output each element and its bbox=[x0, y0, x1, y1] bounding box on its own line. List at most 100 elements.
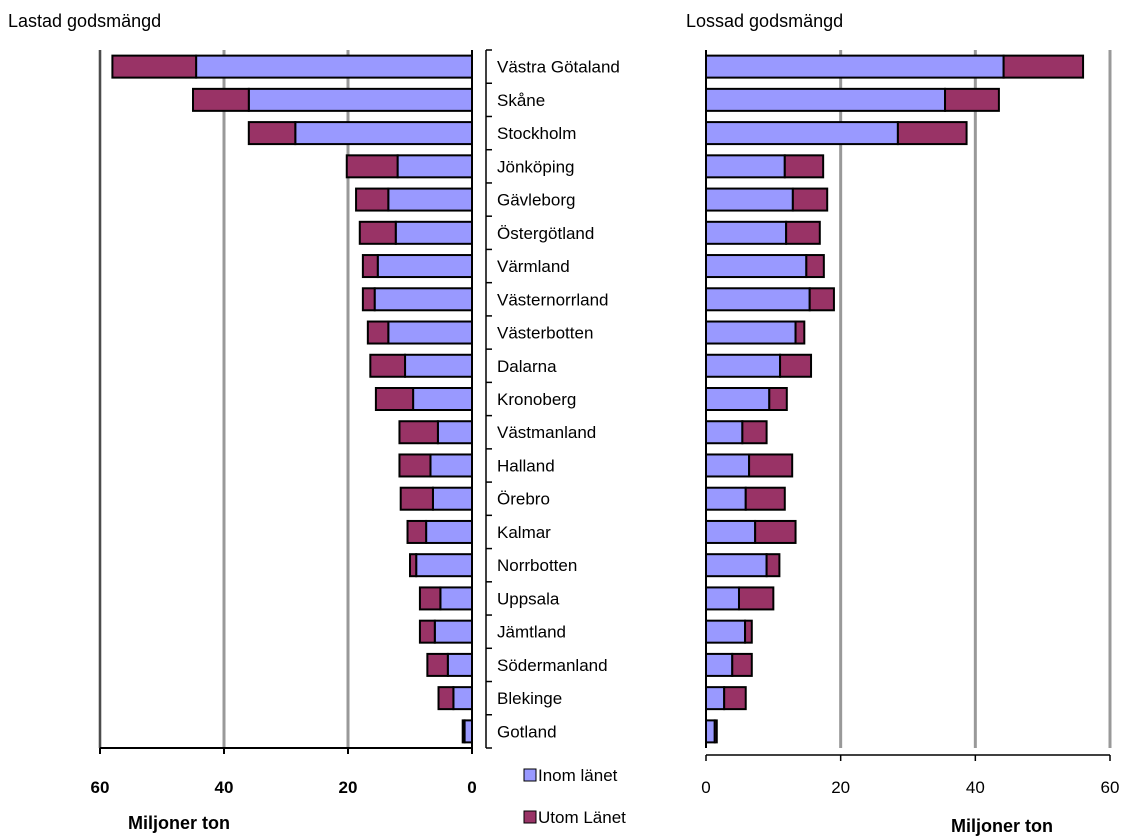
left-bar-inom bbox=[373, 287, 473, 312]
right-bar-inom bbox=[705, 121, 899, 146]
unloaded-goods-chart: Lossad godsmängd 0 20 40 60 Miljoner ton bbox=[686, 11, 1119, 836]
right-bar-utom bbox=[744, 486, 786, 511]
right-x-axis: 0 20 40 60 bbox=[701, 754, 1120, 797]
right-bar-inom bbox=[705, 586, 740, 611]
right-bar-utom bbox=[754, 519, 797, 544]
left-bar-utom bbox=[398, 420, 439, 445]
left-bars bbox=[111, 54, 474, 744]
left-bar-inom bbox=[376, 254, 474, 279]
left-x-tick-label: 0 bbox=[467, 778, 476, 797]
right-bar-utom bbox=[744, 619, 753, 644]
right-bar-utom bbox=[779, 353, 813, 378]
left-x-tick-label: 20 bbox=[339, 778, 358, 797]
right-bar-inom bbox=[705, 353, 782, 378]
left-bar-utom bbox=[399, 486, 434, 511]
right-bar-inom bbox=[705, 87, 947, 112]
left-bar-utom bbox=[437, 686, 455, 711]
left-bar-utom bbox=[426, 652, 449, 677]
right-bar-inom bbox=[705, 54, 1005, 79]
left-bar-inom bbox=[396, 154, 474, 179]
left-bar-utom bbox=[409, 553, 418, 578]
category-label: Kronoberg bbox=[497, 390, 576, 409]
legend-label-inom: Inom länet bbox=[538, 766, 618, 785]
right-bars bbox=[705, 54, 1085, 744]
right-bar-inom bbox=[705, 719, 716, 744]
left-bar-inom bbox=[433, 619, 473, 644]
legend-swatch-inom bbox=[523, 768, 537, 782]
left-chart-title: Lastad godsmängd bbox=[8, 11, 161, 31]
category-label: Norrbotten bbox=[497, 556, 577, 575]
right-bar-utom bbox=[765, 553, 781, 578]
category-label: Skåne bbox=[497, 91, 545, 110]
left-bar-utom bbox=[358, 220, 397, 245]
left-bar-utom bbox=[406, 519, 428, 544]
right-x-tick-label: 20 bbox=[831, 778, 850, 797]
right-bar-inom bbox=[705, 553, 768, 578]
left-bar-inom bbox=[436, 420, 473, 445]
left-bar-utom bbox=[398, 453, 432, 478]
right-bar-inom bbox=[705, 287, 811, 312]
left-bar-utom bbox=[366, 320, 390, 345]
right-grid bbox=[839, 50, 1112, 748]
left-bar-utom bbox=[418, 586, 442, 611]
left-bar-utom bbox=[418, 619, 436, 644]
right-bar-inom bbox=[705, 220, 788, 245]
category-label: Södermanland bbox=[497, 656, 608, 675]
right-bar-inom bbox=[705, 686, 726, 711]
left-bar-utom bbox=[192, 87, 250, 112]
right-bar-utom bbox=[794, 320, 806, 345]
left-x-axis-label: Miljoner ton bbox=[128, 813, 230, 833]
left-bar-inom bbox=[247, 87, 473, 112]
right-bar-utom bbox=[741, 420, 768, 445]
left-bar-inom bbox=[404, 353, 474, 378]
left-bar-inom bbox=[195, 54, 473, 79]
right-x-tick-label: 40 bbox=[966, 778, 985, 797]
right-x-tick-label: 0 bbox=[701, 778, 710, 797]
category-label: Örebro bbox=[497, 490, 550, 509]
right-bar-utom bbox=[783, 154, 825, 179]
left-bar-utom bbox=[461, 719, 466, 744]
right-x-tick-label: 60 bbox=[1101, 778, 1120, 797]
right-bar-utom bbox=[896, 121, 968, 146]
left-bar-utom bbox=[369, 353, 407, 378]
left-bar-inom bbox=[429, 453, 473, 478]
category-label: Gotland bbox=[497, 722, 557, 741]
right-bar-inom bbox=[705, 387, 771, 411]
right-bar-utom bbox=[723, 686, 747, 711]
right-bar-inom bbox=[705, 420, 744, 445]
category-label: Västra Götaland bbox=[497, 58, 620, 77]
right-bar-utom bbox=[791, 187, 829, 212]
left-bar-inom bbox=[463, 719, 473, 744]
right-chart-title: Lossad godsmängd bbox=[686, 11, 843, 31]
left-bar-inom bbox=[452, 686, 473, 711]
legend: Inom länet Utom Länet bbox=[523, 766, 626, 827]
category-label: Dalarna bbox=[497, 357, 557, 376]
right-bar-inom bbox=[705, 619, 747, 644]
right-bar-inom bbox=[705, 453, 751, 478]
loaded-goods-chart: Lastad godsmängd 60 40 20 0 Miljoner ton bbox=[8, 11, 477, 833]
left-bar-utom bbox=[111, 54, 198, 79]
category-label: Gävleborg bbox=[497, 191, 575, 210]
left-bar-utom bbox=[361, 254, 379, 279]
right-bar-utom bbox=[808, 287, 835, 312]
category-labels: Västra Götaland Skåne Stockholm Jönköping Gä… bbox=[497, 58, 620, 742]
left-grid bbox=[98, 50, 350, 748]
category-label: Jönköping bbox=[497, 157, 575, 176]
category-label: Västernorrland bbox=[497, 290, 609, 309]
right-bar-inom bbox=[705, 320, 797, 345]
category-label: Östergötland bbox=[497, 224, 594, 243]
category-label: Jämtland bbox=[497, 623, 566, 642]
left-x-tick-label: 60 bbox=[91, 778, 110, 797]
left-bar-inom bbox=[387, 187, 473, 212]
right-bar-utom bbox=[1002, 54, 1085, 79]
left-bar-utom bbox=[345, 154, 399, 179]
right-bar-inom bbox=[705, 187, 794, 212]
left-bar-inom bbox=[412, 387, 474, 411]
right-bar-inom bbox=[705, 254, 808, 279]
left-x-axis: 60 40 20 0 bbox=[91, 50, 477, 797]
left-bar-inom bbox=[439, 586, 474, 611]
right-bar-inom bbox=[705, 486, 747, 511]
left-bar-inom bbox=[415, 553, 474, 578]
left-bar-inom bbox=[387, 320, 473, 345]
